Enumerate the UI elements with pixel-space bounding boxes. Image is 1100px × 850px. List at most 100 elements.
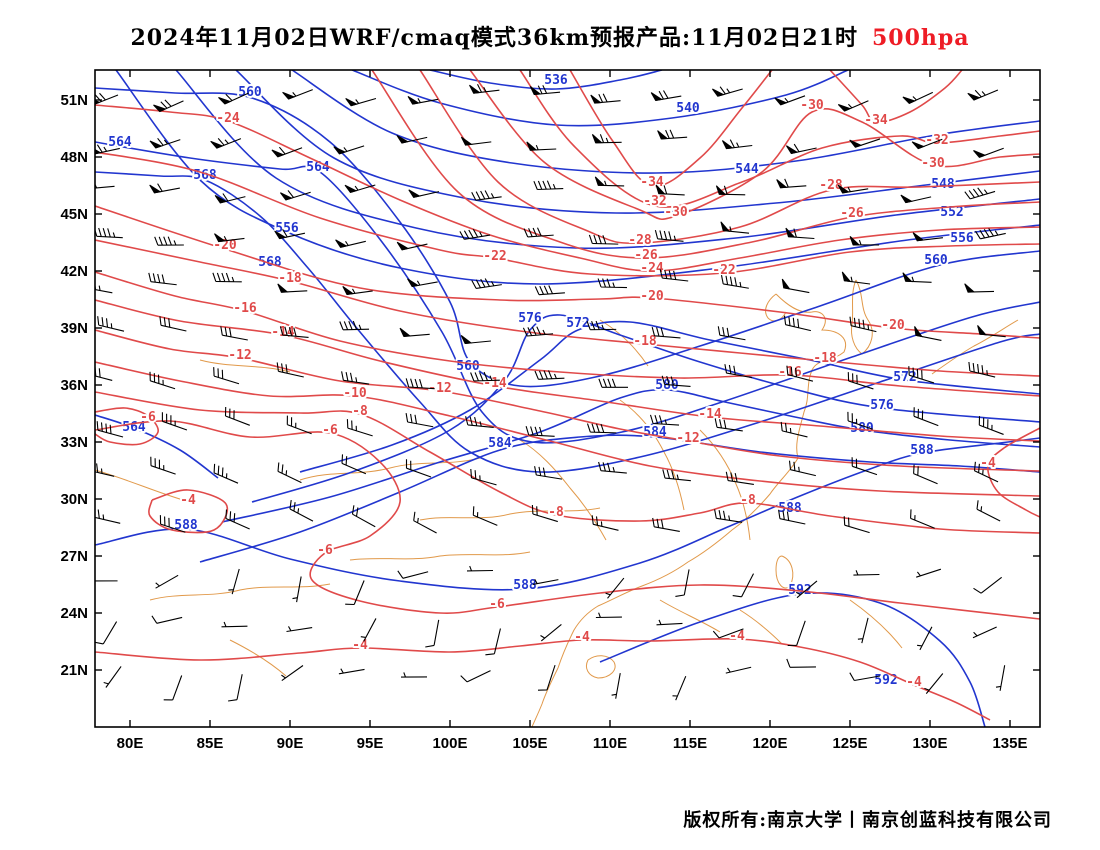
contour-line [95,87,1040,388]
x-axis-tick-label: 90E [277,735,304,752]
wind-barb [531,504,558,523]
contour-label: -26 [634,248,658,263]
wind-barb [649,414,680,426]
contour-line [95,205,1040,339]
wind-barb [155,574,179,589]
wind-barb [471,278,502,289]
contour-label: -14 [271,325,295,340]
wind-barb [717,326,746,341]
copyright-footer: 版权所有:南京大学丨南京创蓝科技有限公司 [683,810,1052,831]
wind-barb [522,326,554,337]
contour-label: 548 [931,177,955,192]
contour-line [599,592,986,727]
contour-label: -12 [676,431,699,446]
contour-line [351,70,849,127]
wind-barb [400,672,428,678]
wind-barb [154,236,184,246]
wind-barb [228,568,240,595]
wind-barb [975,228,1006,240]
wind-barb [224,406,250,426]
x-axis-tick-label: 120E [752,735,787,752]
contour-line [371,70,1040,259]
contour-line [95,151,1040,277]
contour-label: 560 [456,359,480,374]
wind-barb [534,370,565,380]
contour-line [148,489,229,534]
contour-label: 588 [513,578,537,593]
contour-line [95,329,1040,472]
contour-line [291,70,1040,174]
wind-barb [405,378,435,390]
wind-barb [995,665,1006,691]
wind-barb [778,509,806,525]
contour-line [469,70,1040,221]
contour-line [95,391,1040,534]
contour-label: 536 [544,73,568,88]
wind-barb [972,626,997,639]
contour-line [95,414,219,479]
wind-barb [964,187,996,200]
wind-barb [661,375,691,388]
wind-barb [780,421,808,438]
contour-label: -10 [343,386,367,401]
contour-label: -6 [140,410,156,425]
temp-contours-labels: -34-34-32-32-30-30-30-28-28-26-26-24-24-… [138,96,998,692]
x-axis-tick-label: 100E [432,735,467,752]
contour-label: -20 [640,289,664,304]
wind-barb [598,461,627,474]
wind-barb [598,378,628,388]
wind-barb [470,371,500,382]
y-axis-tick-label: 33N [60,434,88,451]
contour-label: 576 [870,398,894,413]
wind-barb [213,367,240,385]
wind-barb [788,460,816,477]
wind-barb [724,364,753,379]
wind-barb [221,621,248,628]
contour-line [251,314,1040,503]
wind-barb [913,464,938,485]
wind-barb [597,278,628,289]
wind-barb [910,509,935,529]
wind-barb [220,326,248,341]
contour-label: -18 [633,334,657,349]
wind-barb [225,509,250,530]
wind-barb [978,416,1004,435]
wind-barb [351,505,376,528]
wind-barb [405,413,434,428]
contour-label: -4 [574,630,590,645]
wind-barb [672,675,687,701]
wind-barb [213,463,239,484]
wind-barb [654,229,684,242]
x-axis-tick-label: 115E [673,735,707,752]
contour-label: -28 [628,233,652,248]
wind-barb [913,407,939,427]
wind-barb [425,619,440,648]
wind-barb [712,628,744,639]
x-axis-tick-label: 130E [912,735,947,752]
wind-barb [228,674,243,702]
y-axis-tick-label: 27N [60,548,88,565]
x-axis-tick-label: 85E [197,735,224,752]
wind-barb [651,326,681,339]
wind-barb [795,580,818,599]
wind-barb [341,454,367,475]
y-axis-tick-label: 21N [60,662,88,679]
contour-label: -14 [483,376,507,391]
plot-frame [94,69,1041,728]
wind-barb [534,466,563,480]
y-axis-tick-label: 42N [60,263,88,280]
contour-label: -8 [352,404,368,419]
contour-line [95,420,1040,620]
wind-barb [277,462,302,484]
wind-barb [161,412,188,431]
wind-barb [338,668,365,675]
contour-label: -12 [228,348,251,363]
wind-barb [968,361,996,378]
contour-label: -14 [698,407,722,422]
contour-label: -8 [740,493,756,508]
contour-label: -34 [640,175,664,190]
contour-line [95,141,1040,444]
contour-line [95,271,1040,397]
contour-line [95,361,1040,497]
contour-line [299,320,1040,473]
